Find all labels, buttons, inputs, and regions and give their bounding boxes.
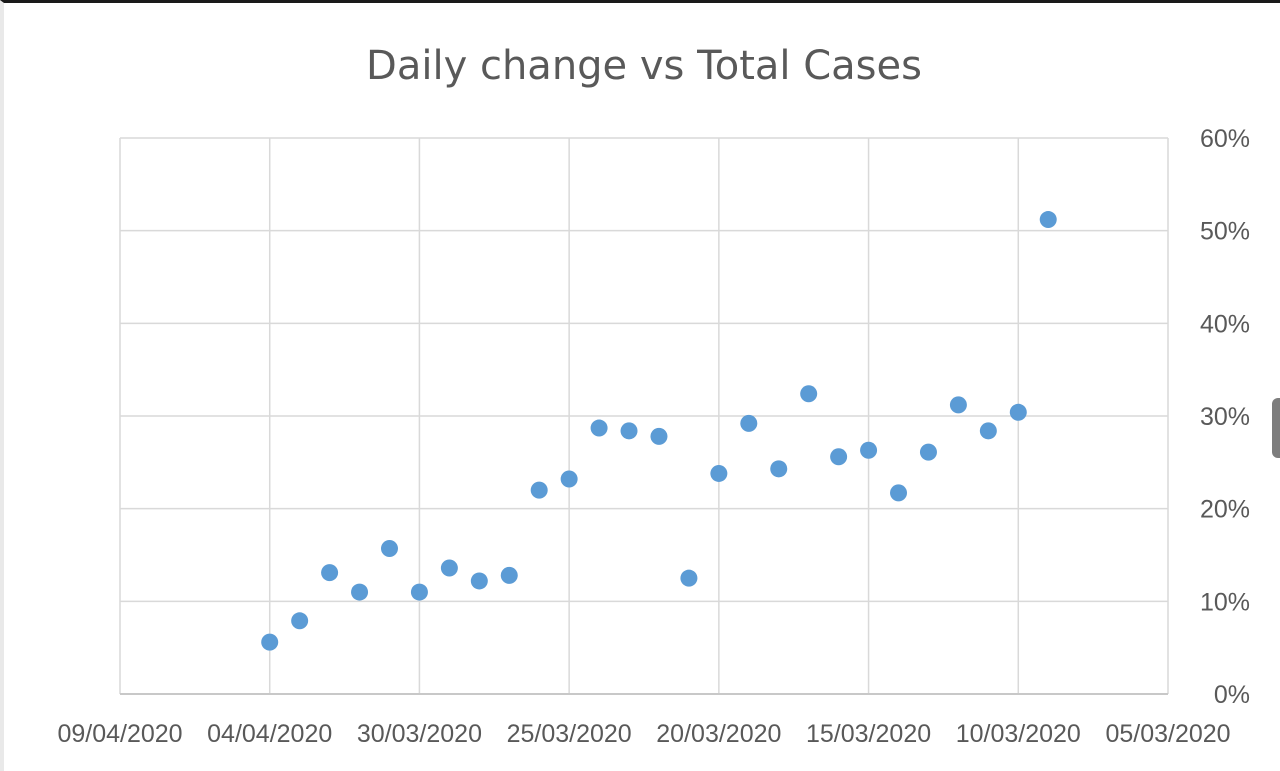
data-point (650, 427, 668, 445)
scrollbar-thumb[interactable] (1272, 398, 1280, 458)
data-point (261, 633, 279, 651)
data-point (380, 540, 398, 558)
y-tick-label: 30% (1200, 403, 1250, 431)
y-tick-label: 60% (1200, 125, 1250, 153)
data-point (470, 572, 488, 590)
x-tick-label: 20/03/2020 (656, 720, 781, 748)
data-point (1039, 211, 1057, 229)
y-tick-label: 50% (1200, 218, 1250, 246)
x-tick-label: 10/03/2020 (956, 720, 1081, 748)
data-point (890, 484, 908, 502)
y-tick-label: 10% (1200, 588, 1250, 616)
x-tick-label: 25/03/2020 (507, 720, 632, 748)
data-point (680, 569, 698, 587)
data-point (351, 583, 369, 601)
x-tick-label: 09/04/2020 (57, 720, 182, 748)
data-point (1009, 403, 1027, 421)
y-tick-label: 20% (1200, 496, 1250, 524)
x-tick-label: 04/04/2020 (207, 720, 332, 748)
data-point (710, 464, 728, 482)
data-point (800, 385, 818, 403)
data-point (740, 414, 758, 432)
data-point (440, 559, 458, 577)
y-tick-label: 40% (1200, 310, 1250, 338)
tick-labels: 09/04/2020 04/04/2020 30/03/2020 25/03/2020… (57, 125, 1250, 748)
data-point (770, 460, 788, 478)
data-point (560, 470, 578, 488)
data-point (949, 396, 967, 414)
data-point (979, 422, 997, 440)
chart-title: Daily change vs Total Cases (366, 43, 922, 89)
x-tick-label: 15/03/2020 (806, 720, 931, 748)
grid-lines (119, 137, 1169, 695)
data-point (500, 566, 518, 584)
scatter-plot: 09/04/2020 04/04/2020 30/03/2020 25/03/2020… (57, 125, 1250, 748)
data-point (919, 443, 937, 461)
data-point (321, 564, 339, 582)
data-point (620, 422, 638, 440)
data-point (590, 419, 608, 437)
x-tick-label: 05/03/2020 (1105, 720, 1230, 748)
data-point (860, 441, 878, 459)
y-tick-label: 0% (1214, 681, 1250, 709)
data-point (830, 448, 848, 466)
data-point (291, 612, 309, 630)
x-tick-label: 30/03/2020 (357, 720, 482, 748)
data-point (410, 583, 428, 601)
data-point (530, 481, 548, 499)
data-points (261, 211, 1057, 651)
